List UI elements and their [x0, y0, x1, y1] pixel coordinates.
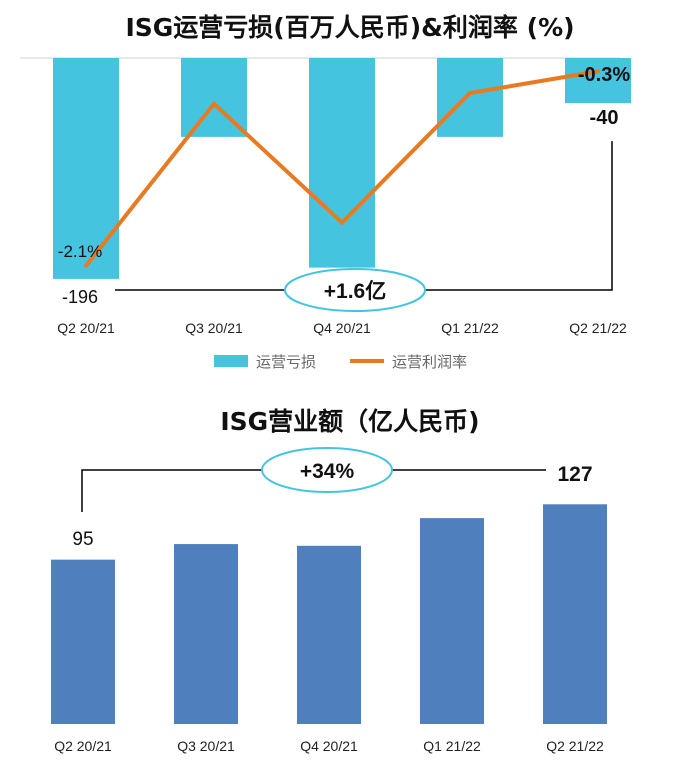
x-tick-label: Q4 20/21 [300, 738, 358, 754]
legend-label-loss: 运营亏损 [256, 354, 316, 371]
margin-point [212, 101, 216, 106]
x-tick-label: Q2 21/22 [569, 320, 627, 336]
change-annotation-label: +1.6亿 [324, 279, 386, 303]
revenue-bar [51, 559, 115, 724]
revenue-chart: +34% 95 127 Q2 20/21 Q3 20/21 Q4 20/21 Q1 21/2… [51, 447, 607, 754]
x-tick-label: Q2 21/22 [546, 738, 604, 754]
x-tick-label: Q1 21/22 [423, 738, 481, 754]
revenue-bar [420, 518, 484, 724]
margin-point [84, 263, 88, 268]
x-tick-label: Q1 21/22 [441, 320, 499, 336]
margin-point [596, 69, 600, 74]
revenue-label-last: 127 [557, 463, 592, 486]
growth-annotation-label: +34% [300, 460, 355, 483]
revenue-bar [174, 544, 238, 724]
legend-label-margin: 运营利润率 [392, 354, 467, 371]
revenue-bar [543, 504, 607, 724]
chart-title-revenue: ISG营业额（亿人民币) [220, 407, 480, 436]
loss-bar [437, 58, 503, 137]
change-bracket-line [115, 141, 613, 291]
loss-label-last: -40 [590, 107, 619, 129]
margin-label-last: -0.3% [578, 64, 630, 86]
loss-bar [309, 58, 375, 268]
x-tick-label: Q3 20/21 [185, 320, 243, 336]
growth-annotation-bubble [261, 447, 393, 493]
x-tick-label: Q2 20/21 [54, 738, 112, 754]
loss-bar [565, 58, 631, 104]
revenue-bar [297, 545, 361, 724]
x-tick-label: Q4 20/21 [313, 320, 371, 336]
change-annotation-bubble [284, 268, 426, 312]
margin-label-first: -2.1% [58, 242, 102, 261]
margin-point [468, 91, 472, 95]
chart-title-operating-loss: ISG运营亏损(百万人民币)&利润率 (%) [125, 13, 575, 42]
revenue-label-first: 95 [72, 529, 93, 550]
margin-point [340, 220, 344, 225]
loss-bar [53, 58, 119, 279]
x-tick-label: Q3 20/21 [177, 738, 235, 754]
loss-label-first: -196 [62, 287, 98, 307]
operating-loss-chart: +1.6亿 -2.1% -0.3% -196 -40 Q2 20/21 Q3 20/21 Q4… [20, 57, 631, 371]
legend-swatch-loss [214, 355, 248, 367]
x-tick-label: Q2 20/21 [57, 320, 115, 336]
